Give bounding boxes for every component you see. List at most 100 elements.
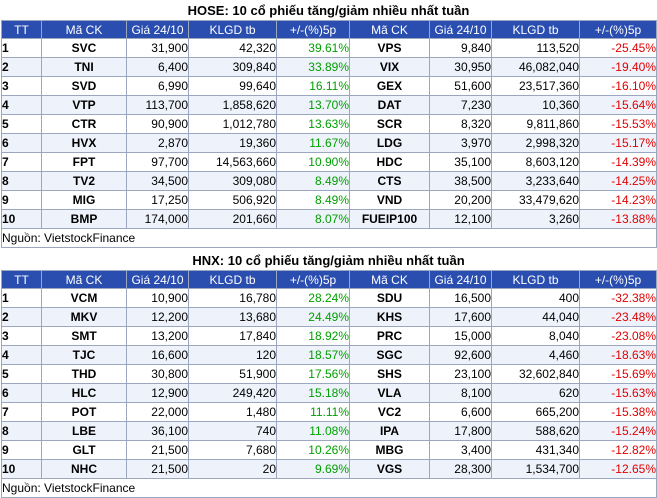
loser-price-cell: 20,200: [429, 190, 492, 210]
gainer-price-cell: 22,000: [126, 402, 189, 422]
loser-volume-cell: 32,602,840: [491, 364, 580, 384]
loser-change-cell: -14.39%: [579, 152, 657, 172]
gainer-volume-cell: 19,360: [188, 133, 277, 153]
column-header: +/-(%)5p: [579, 20, 657, 39]
loser-code-cell: SHS: [349, 364, 430, 384]
loser-change-cell: -14.23%: [579, 190, 657, 210]
loser-change-cell: -23.48%: [579, 307, 657, 327]
gainer-price-cell: 36,100: [126, 421, 189, 441]
table-row: 5 THD 30,800 51,900 17.56% SHS 23,100 32,602,84…: [1, 364, 657, 384]
gainer-volume-cell: 17,840: [188, 326, 277, 346]
gainer-price-cell: 113,700: [126, 95, 189, 115]
loser-price-cell: 28,300: [429, 459, 492, 479]
loser-price-cell: 51,600: [429, 76, 492, 96]
loser-price-cell: 17,600: [429, 307, 492, 327]
table-row: 9 GLT 21,500 7,680 10.26% MBG 3,400 431,340 -12.…: [1, 440, 657, 460]
table-row: 10 NHC 21,500 20 9.69% VGS 28,300 1,534,700 -12.…: [1, 459, 657, 479]
loser-price-cell: 38,500: [429, 171, 492, 191]
rank-cell: 3: [1, 326, 42, 346]
loser-change-cell: -15.64%: [579, 95, 657, 115]
column-header: +/-(%)5p: [276, 270, 350, 289]
loser-volume-cell: 44,040: [491, 307, 580, 327]
loser-volume-cell: 8,040: [491, 326, 580, 346]
loser-code-cell: VPS: [349, 38, 430, 58]
table-row: 9 MIG 17,250 506,920 8.49% VND 20,200 33,479,62…: [1, 190, 657, 210]
gainer-code-cell: HLC: [41, 383, 127, 403]
rank-cell: 8: [1, 421, 42, 441]
loser-change-cell: -13.88%: [579, 209, 657, 229]
table-row: 4 VTP 113,700 1,858,620 13.70% DAT 7,230 10,360…: [1, 95, 657, 115]
rank-cell: 9: [1, 190, 42, 210]
hnx-section: HNX: 10 cổ phiếu tăng/giảm nhiều nhất tu…: [0, 251, 657, 498]
gainer-change-cell: 39.61%: [276, 38, 350, 58]
loser-volume-cell: 8,603,120: [491, 152, 580, 172]
loser-price-cell: 12,100: [429, 209, 492, 229]
loser-change-cell: -15.69%: [579, 364, 657, 384]
gainer-price-cell: 13,200: [126, 326, 189, 346]
loser-volume-cell: 665,200: [491, 402, 580, 422]
loser-volume-cell: 1,534,700: [491, 459, 580, 479]
gainer-code-cell: CTR: [41, 114, 127, 134]
gainer-change-cell: 17.56%: [276, 364, 350, 384]
table-row: 6 HVX 2,870 19,360 11.67% LDG 3,970 2,998,320 -1…: [1, 133, 657, 153]
table-row: 10 BMP 174,000 201,660 8.07% FUEIP100 12,100 3,…: [1, 209, 657, 229]
gainer-volume-cell: 20: [188, 459, 277, 479]
loser-price-cell: 3,400: [429, 440, 492, 460]
loser-volume-cell: 620: [491, 383, 580, 403]
table-row: 2 MKV 12,200 13,680 24.49% KHS 17,600 44,040 -23…: [1, 307, 657, 327]
loser-code-cell: VGS: [349, 459, 430, 479]
table-row: 8 LBE 36,100 740 11.08% IPA 17,800 588,620 -15.2…: [1, 421, 657, 441]
gainer-price-cell: 10,900: [126, 288, 189, 308]
loser-code-cell: VC2: [349, 402, 430, 422]
table-row: 8 TV2 34,500 309,080 8.49% CTS 38,500 3,233,640…: [1, 171, 657, 191]
gainer-code-cell: MKV: [41, 307, 127, 327]
gainer-code-cell: MIG: [41, 190, 127, 210]
loser-change-cell: -12.82%: [579, 440, 657, 460]
loser-code-cell: SDU: [349, 288, 430, 308]
gainer-volume-cell: 7,680: [188, 440, 277, 460]
gainer-change-cell: 13.63%: [276, 114, 350, 134]
rank-cell: 10: [1, 459, 42, 479]
gainer-volume-cell: 249,420: [188, 383, 277, 403]
loser-code-cell: SGC: [349, 345, 430, 365]
gainer-price-cell: 16,600: [126, 345, 189, 365]
gainer-code-cell: THD: [41, 364, 127, 384]
loser-code-cell: SCR: [349, 114, 430, 134]
column-header: Mã CK: [41, 270, 127, 289]
loser-volume-cell: 2,998,320: [491, 133, 580, 153]
gainer-code-cell: SVD: [41, 76, 127, 96]
gainer-price-cell: 6,400: [126, 57, 189, 77]
column-header: KLGD tb: [491, 20, 580, 39]
loser-change-cell: -18.63%: [579, 345, 657, 365]
gainer-code-cell: TJC: [41, 345, 127, 365]
gainer-volume-cell: 1,858,620: [188, 95, 277, 115]
gainer-code-cell: SMT: [41, 326, 127, 346]
gainer-price-cell: 174,000: [126, 209, 189, 229]
table-header-row: TT Mã CK Giá 24/10 KLGD tb +/-(%)5p Mã CK Giá …: [1, 270, 657, 289]
table-row: 3 SMT 13,200 17,840 18.92% PRC 15,000 8,040 -23.…: [1, 326, 657, 346]
loser-code-cell: VIX: [349, 57, 430, 77]
loser-price-cell: 8,100: [429, 383, 492, 403]
loser-volume-cell: 3,260: [491, 209, 580, 229]
column-header: TT: [1, 20, 42, 39]
gainer-volume-cell: 309,840: [188, 57, 277, 77]
loser-price-cell: 23,100: [429, 364, 492, 384]
gainer-code-cell: NHC: [41, 459, 127, 479]
source-row: Nguồn: VietstockFinance: [1, 478, 657, 498]
loser-code-cell: FUEIP100: [349, 209, 430, 229]
gainer-change-cell: 18.57%: [276, 345, 350, 365]
gainer-volume-cell: 16,780: [188, 288, 277, 308]
gainer-price-cell: 90,900: [126, 114, 189, 134]
hnx-table: TT Mã CK Giá 24/10 KLGD tb +/-(%)5p Mã CK Giá …: [1, 270, 657, 498]
gainer-price-cell: 17,250: [126, 190, 189, 210]
gainer-volume-cell: 42,320: [188, 38, 277, 58]
gainer-volume-cell: 309,080: [188, 171, 277, 191]
table-row: 3 SVD 6,990 99,640 16.11% GEX 51,600 23,517,360…: [1, 76, 657, 96]
column-header: Giá 24/10: [429, 270, 492, 289]
loser-price-cell: 17,800: [429, 421, 492, 441]
loser-change-cell: -25.45%: [579, 38, 657, 58]
gainer-code-cell: POT: [41, 402, 127, 422]
gainer-change-cell: 9.69%: [276, 459, 350, 479]
loser-change-cell: -19.40%: [579, 57, 657, 77]
rank-cell: 3: [1, 76, 42, 96]
